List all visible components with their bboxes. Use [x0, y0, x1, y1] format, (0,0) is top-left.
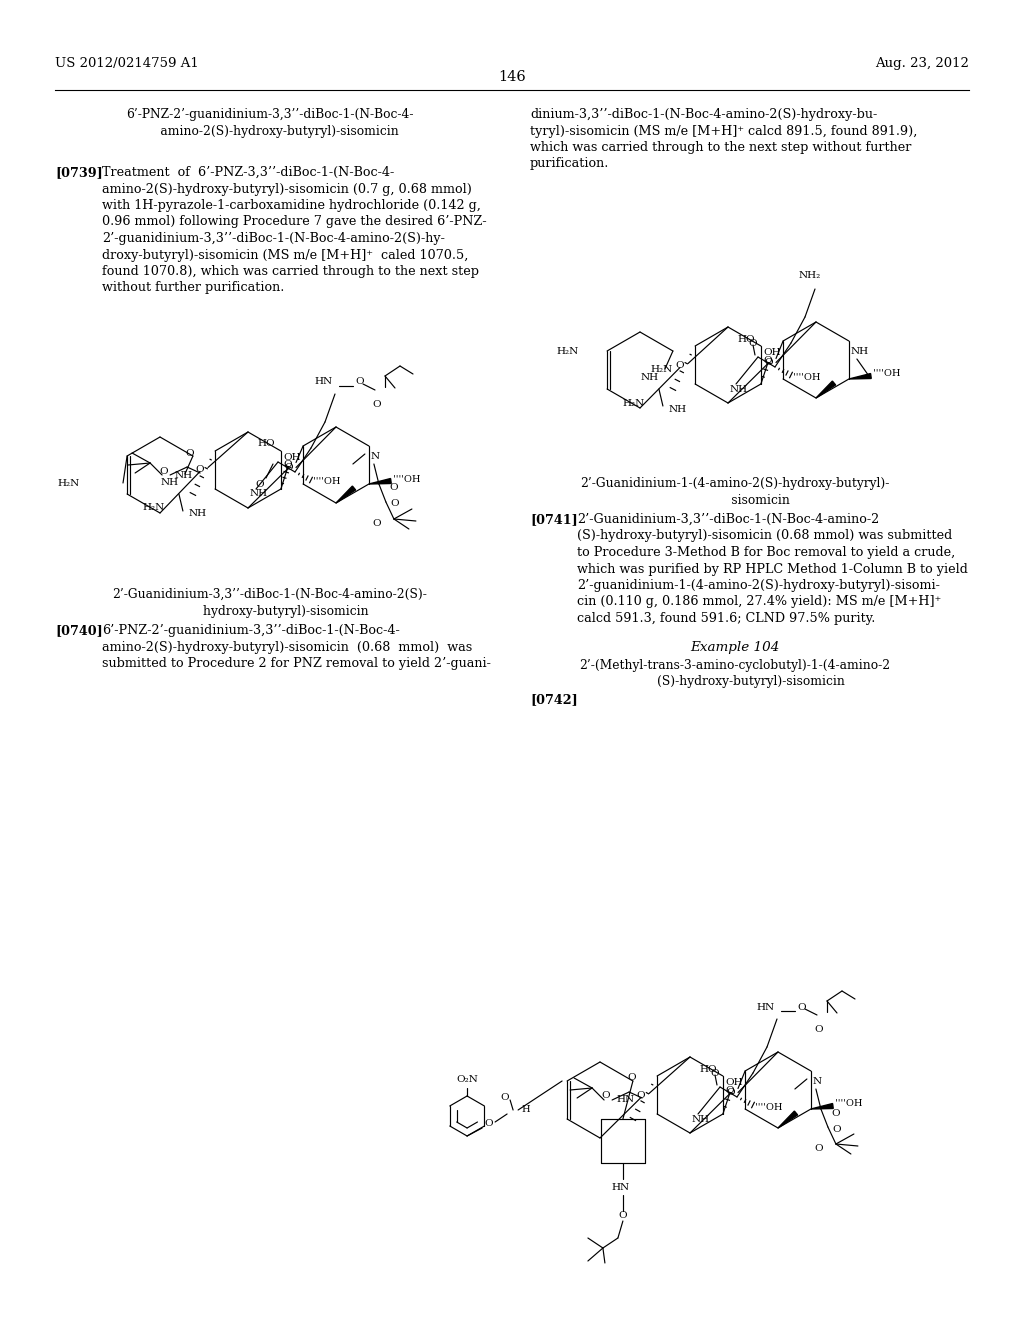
Text: O: O [601, 1092, 610, 1101]
Text: N: N [813, 1077, 822, 1086]
Text: O: O [185, 449, 195, 458]
Text: NH₂: NH₂ [799, 271, 821, 280]
Text: HO: HO [257, 440, 275, 449]
Text: NH: NH [692, 1114, 710, 1123]
Text: US 2012/0214759 A1: US 2012/0214759 A1 [55, 57, 199, 70]
Text: Treatment  of  6’-PNZ-3,3’’-diBoc-1-(N-Boc-4-
amino-2(S)-hydroxy-butyryl)-sisomi: Treatment of 6’-PNZ-3,3’’-diBoc-1-(N-Boc… [102, 166, 486, 294]
Polygon shape [369, 479, 391, 484]
Text: [0742]: [0742] [530, 693, 578, 706]
Text: O: O [764, 356, 772, 366]
Text: O: O [797, 1002, 806, 1011]
Text: NH: NH [851, 347, 869, 356]
Text: OH: OH [725, 1078, 742, 1086]
Text: NH: NH [730, 384, 749, 393]
Text: OH: OH [283, 453, 300, 462]
Text: ''''OH: ''''OH [872, 370, 900, 379]
Polygon shape [816, 381, 836, 399]
Text: 2’-Guanidinium-1-(4-amino-2(S)-hydroxy-butyryl)-
             sisomicin: 2’-Guanidinium-1-(4-amino-2(S)-hydroxy-b… [581, 477, 890, 507]
Text: NH: NH [669, 404, 687, 413]
Text: H₂N: H₂N [623, 399, 645, 408]
Text: O₂N: O₂N [456, 1076, 478, 1085]
Text: O: O [726, 1086, 734, 1096]
Text: [0739]: [0739] [55, 166, 102, 180]
Text: NH: NH [641, 374, 658, 381]
Text: O: O [637, 1092, 645, 1100]
Text: O: O [285, 463, 293, 473]
Text: H₂N: H₂N [142, 503, 165, 512]
Text: 6’-PNZ-2’-guanidinium-3,3’’-diBoc-1-(N-Boc-4-
     amino-2(S)-hydroxy-butyryl)-s: 6’-PNZ-2’-guanidinium-3,3’’-diBoc-1-(N-B… [126, 108, 414, 137]
Text: O: O [830, 1109, 840, 1118]
Text: HN: HN [314, 378, 333, 387]
Text: dinium-3,3’’-diBoc-1-(N-Boc-4-amino-2(S)-hydroxy-bu-
tyryl)-sisomicin (MS m/e [M: dinium-3,3’’-diBoc-1-(N-Boc-4-amino-2(S)… [530, 108, 918, 170]
Polygon shape [811, 1104, 834, 1109]
Text: NH: NH [188, 510, 207, 519]
Text: O: O [815, 1144, 823, 1152]
Text: O: O [160, 466, 168, 475]
Text: O: O [389, 483, 397, 492]
Text: O: O [628, 1073, 636, 1082]
Text: 146: 146 [498, 70, 526, 84]
Text: ''''OH: ''''OH [835, 1100, 862, 1109]
Text: 2’-Guanidinium-3,3’’-diBoc-1-(N-Boc-4-amino-2
(S)-hydroxy-butyryl)-sisomicin (0.: 2’-Guanidinium-3,3’’-diBoc-1-(N-Boc-4-am… [577, 513, 968, 624]
Text: [0741]: [0741] [530, 513, 578, 525]
Text: HO: HO [737, 334, 755, 343]
Text: O: O [256, 480, 264, 488]
Text: 2’-(Methyl-trans-3-amino-cyclobutyl)-1-(4-amino-2
        (S)-hydroxy-butyryl)-s: 2’-(Methyl-trans-3-amino-cyclobutyl)-1-(… [580, 659, 891, 689]
Text: HO: HO [699, 1064, 717, 1073]
Text: 6’-PNZ-2’-guanidinium-3,3’’-diBoc-1-(N-Boc-4-
amino-2(S)-hydroxy-butyryl)-sisomi: 6’-PNZ-2’-guanidinium-3,3’’-diBoc-1-(N-B… [102, 624, 490, 671]
Text: ''''OH: ''''OH [793, 372, 820, 381]
Text: O: O [355, 378, 364, 387]
Text: NH: NH [161, 478, 179, 487]
Polygon shape [336, 486, 355, 503]
Text: NH: NH [175, 470, 194, 479]
Text: N: N [371, 451, 380, 461]
Text: O: O [484, 1119, 494, 1129]
Text: H: H [521, 1106, 529, 1114]
Polygon shape [778, 1111, 798, 1129]
Text: O: O [373, 400, 381, 409]
Text: HN: HN [612, 1183, 630, 1192]
Text: ''''OH: ''''OH [393, 474, 421, 483]
Text: H₂N: H₂N [651, 366, 673, 375]
Text: O: O [676, 360, 684, 370]
Polygon shape [849, 374, 871, 379]
Text: O: O [815, 1026, 823, 1034]
Text: HN: HN [617, 1096, 635, 1105]
Text: O: O [727, 1088, 735, 1097]
Text: O: O [765, 358, 773, 367]
Text: ''''OH: ''''OH [755, 1102, 782, 1111]
Text: H₂N: H₂N [57, 479, 80, 487]
Text: O: O [501, 1093, 509, 1102]
Text: O: O [711, 1068, 719, 1077]
Text: OH: OH [763, 348, 780, 356]
Text: NH: NH [250, 490, 268, 499]
Text: 2’-Guanidinium-3,3’’-diBoc-1-(N-Boc-4-amino-2(S)-
        hydroxy-butyryl)-sisom: 2’-Guanidinium-3,3’’-diBoc-1-(N-Boc-4-am… [113, 587, 427, 618]
Text: H₂N: H₂N [557, 346, 580, 355]
Text: O: O [196, 465, 205, 474]
Text: ''''OH: ''''OH [313, 478, 341, 487]
Text: Aug. 23, 2012: Aug. 23, 2012 [876, 57, 969, 70]
Text: O: O [390, 499, 398, 508]
Text: O: O [749, 338, 758, 347]
Text: [0740]: [0740] [55, 624, 102, 638]
Text: HN: HN [757, 1002, 775, 1011]
Text: O: O [831, 1125, 841, 1134]
Text: Example 104: Example 104 [690, 642, 779, 653]
Text: O: O [373, 519, 381, 528]
Text: O: O [284, 459, 292, 469]
Text: O: O [618, 1210, 628, 1220]
